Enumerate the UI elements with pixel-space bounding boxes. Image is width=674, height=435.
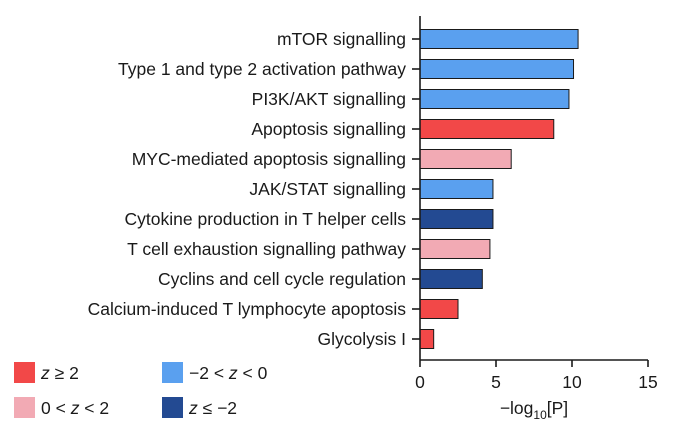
x-axis-title: −log10[P] [500,398,568,422]
axes: 0 5 10 15 −log10[P] [412,16,658,422]
x-tick-label-0: 0 [415,372,425,392]
category-label-9: Cyclins and cell cycle regulation [158,269,406,289]
category-labels: mTOR signalling Type 1 and type 2 activat… [88,29,407,349]
legend-swatch-2 [162,362,183,383]
category-label-2: Type 1 and type 2 activation pathway [118,59,406,79]
x-tick-label-5: 5 [491,372,501,392]
bar-6 [419,179,494,199]
bar-2 [419,59,575,79]
legend-swatch-1 [14,362,35,383]
bar-7 [419,209,494,229]
bar-4 [419,119,555,139]
category-label-8: T cell exhaustion signalling pathway [127,239,406,259]
bar-3 [419,89,570,109]
category-label-5: MYC-mediated apoptosis signalling [132,149,406,169]
bar-8 [419,239,491,259]
x-tick-label-10: 10 [562,372,582,392]
bar-5 [419,149,512,169]
legend: z ≥ 2 −2 < z < 0 0 < z < 2 z ≤ −2 [14,362,268,418]
bar-9 [419,269,483,289]
category-label-3: PI3K/AKT signalling [252,89,406,109]
category-label-6: JAK/STAT signalling [249,179,406,199]
category-label-10: Calcium-induced T lymphocyte apoptosis [88,299,407,319]
bars-layer [419,29,579,349]
bar-1 [419,29,579,49]
category-label-1: mTOR signalling [277,29,406,49]
legend-label-2: −2 < z < 0 [189,363,268,383]
category-label-11: Glycolysis I [318,329,406,349]
legend-swatch-4 [162,397,183,418]
legend-label-3: 0 < z < 2 [41,398,109,418]
category-label-4: Apoptosis signalling [251,119,406,139]
x-tick-label-15: 15 [638,372,657,392]
legend-swatch-3 [14,397,35,418]
category-label-7: Cytokine production in T helper cells [125,209,407,229]
legend-label-1: z ≥ 2 [40,363,79,383]
legend-label-4: z ≤ −2 [188,398,237,418]
bar-10 [419,299,459,319]
bar-11 [419,329,435,349]
